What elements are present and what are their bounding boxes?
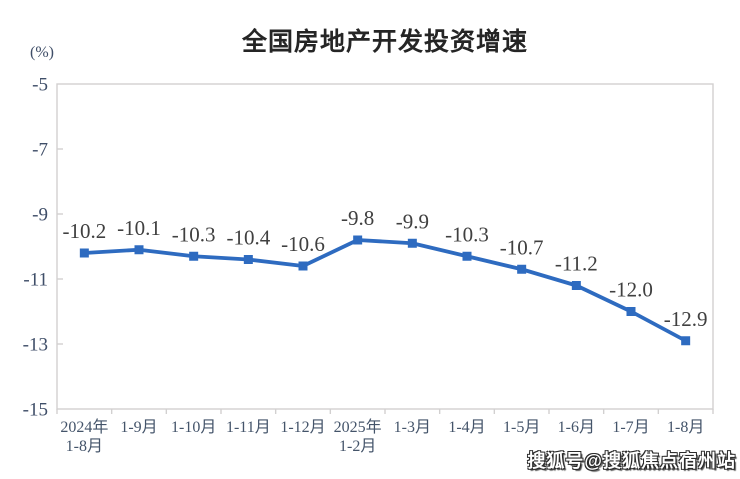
- x-axis-category-label: 1-8月: [667, 419, 704, 436]
- data-point-label: -10.2: [62, 219, 106, 243]
- x-axis-category-label: 1-10月: [171, 419, 216, 436]
- y-axis-tick-label: -11: [23, 270, 48, 291]
- x-axis-category-label: 1-9月: [120, 419, 157, 436]
- y-axis-tick-label: -15: [23, 400, 48, 421]
- data-point-marker: [571, 281, 581, 290]
- data-point-marker: [134, 245, 144, 255]
- data-point-label: -11.2: [555, 252, 598, 276]
- y-axis-tick-label: -9: [32, 205, 48, 226]
- y-axis-tick-label: -7: [32, 140, 48, 161]
- data-point-label: -12.9: [664, 307, 708, 331]
- data-point-marker: [681, 336, 691, 346]
- data-point-label: -10.4: [226, 226, 270, 250]
- data-point-label: -10.6: [281, 232, 325, 256]
- data-point-label: -9.9: [396, 209, 429, 233]
- plot-border: [56, 83, 714, 410]
- data-line: [82, 238, 688, 343]
- x-axis-category-label: 1-7月: [612, 419, 649, 436]
- data-point-marker: [298, 261, 308, 271]
- data-point-marker: [353, 235, 363, 245]
- data-point-label: -10.7: [500, 235, 544, 259]
- data-point-label: -10.3: [172, 222, 216, 246]
- x-axis-category-label: 1-11月: [226, 419, 271, 436]
- data-point-label: -10.3: [445, 222, 489, 246]
- x-axis-category-label: 2025年 1-2月: [334, 418, 382, 455]
- data-point-marker: [517, 264, 527, 274]
- y-axis-unit-label: (%): [30, 44, 54, 61]
- x-axis-category-label: 1-5月: [503, 419, 540, 436]
- data-point-marker: [407, 238, 417, 248]
- watermark-text: 搜狐号@搜狐焦点宿州站: [527, 451, 736, 471]
- data-point-label: -10.1: [117, 216, 161, 240]
- x-axis-category-label: 1-12月: [280, 419, 325, 436]
- y-axis-tick-label: -5: [32, 75, 48, 96]
- data-point-marker: [79, 248, 89, 258]
- data-point-marker: [462, 251, 472, 261]
- data-point-marker: [243, 255, 253, 264]
- data-point-label: -9.8: [341, 206, 374, 230]
- x-axis-category-label: 1-6月: [558, 419, 595, 436]
- data-point-marker: [626, 307, 636, 316]
- data-point-label: -12.0: [609, 278, 653, 302]
- x-axis-category-label: 1-4月: [448, 419, 485, 436]
- chart-title: 全国房地产开发投资增速: [241, 28, 528, 56]
- y-axis-tick-label: -13: [23, 335, 48, 356]
- x-axis-category-label: 2024年 1-8月: [60, 418, 108, 455]
- x-axis-category-label: 1-3月: [394, 419, 431, 436]
- data-point-marker: [189, 251, 199, 261]
